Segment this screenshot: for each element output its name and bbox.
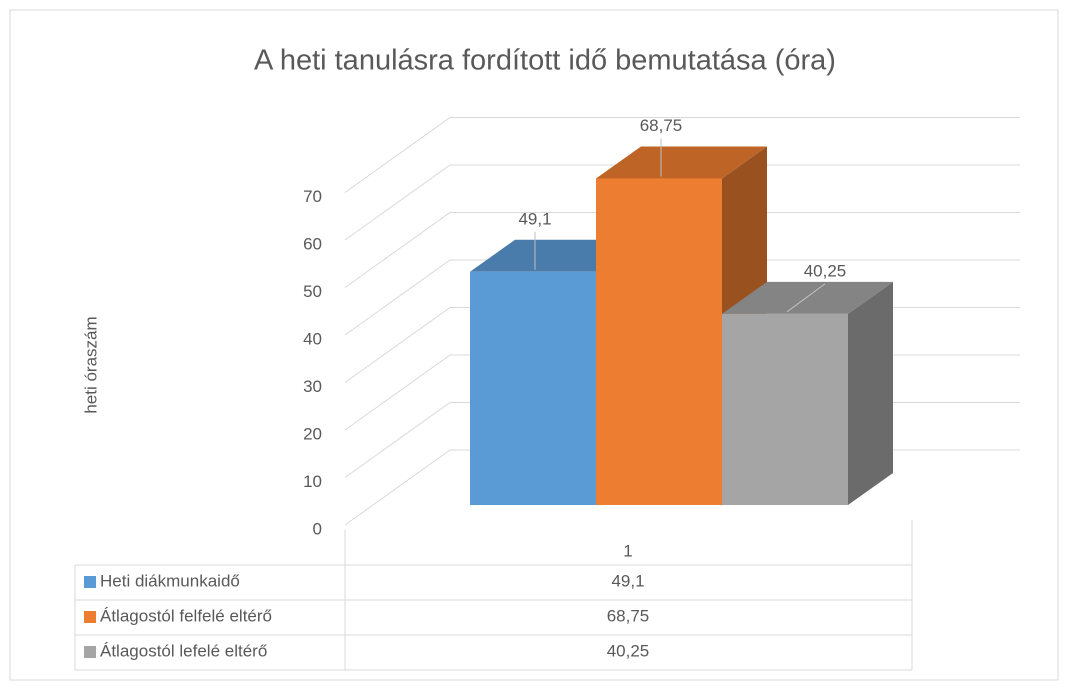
y-axis-title: heti óraszám xyxy=(81,316,100,413)
legend-swatch xyxy=(84,576,96,588)
table-value: 49,1 xyxy=(611,571,644,590)
y-tick-label: 20 xyxy=(303,424,322,443)
data-label: 49,1 xyxy=(518,209,551,228)
y-tick-label: 10 xyxy=(303,472,322,491)
y-tick-label: 0 xyxy=(313,519,322,538)
leader-line xyxy=(786,283,826,313)
grid-line xyxy=(344,259,1020,336)
chart-title: A heti tanulásra fordított idő bemutatás… xyxy=(254,45,836,77)
bar-side xyxy=(848,281,893,505)
category-label: 1 xyxy=(623,541,632,560)
table-value: 40,25 xyxy=(607,641,650,660)
y-tick-label: 50 xyxy=(303,282,322,301)
bar-top xyxy=(596,146,767,179)
legend-swatch xyxy=(84,611,96,623)
grid-line xyxy=(344,117,1020,193)
bar xyxy=(470,271,596,505)
y-tick-label: 40 xyxy=(303,329,322,348)
legend-label: Átlagostól felfelé eltérő xyxy=(100,606,272,625)
y-tick-label: 70 xyxy=(303,187,322,206)
grid-line xyxy=(344,164,1020,241)
legend-swatch xyxy=(84,646,96,658)
data-label: 68,75 xyxy=(640,116,683,135)
data-table xyxy=(74,520,913,671)
legend-label: Heti diákmunkaidő xyxy=(100,571,240,590)
bar xyxy=(722,313,848,505)
grid-line xyxy=(344,212,1020,288)
legend-label: Átlagostól lefelé eltérő xyxy=(100,641,267,660)
y-tick-label: 60 xyxy=(303,234,322,253)
table-value: 68,75 xyxy=(607,606,650,625)
y-tick-label: 30 xyxy=(303,377,322,396)
bar xyxy=(596,178,722,505)
bar-top xyxy=(722,281,893,314)
data-label: 40,25 xyxy=(804,261,847,280)
